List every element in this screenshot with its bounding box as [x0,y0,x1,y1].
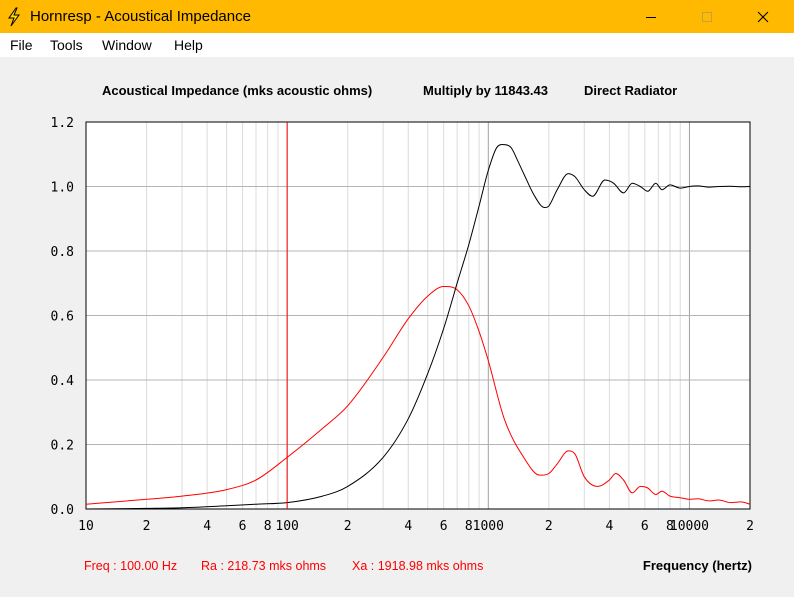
y-tick-label: 0.4 [51,374,75,389]
maximize-icon [702,11,712,22]
ra-readout: Ra : 218.73 mks ohms [201,559,327,573]
y-tick-label: 0.8 [51,245,74,260]
x-tick-label: 4 [605,519,613,534]
chart-title: Acoustical Impedance (mks acoustic ohms) [102,83,373,98]
driver-type-label: Direct Radiator [584,83,678,98]
y-tick-label: 0.6 [51,310,74,325]
menu-help[interactable]: Help [174,37,203,53]
x-tick-label: 8 [465,519,473,534]
reactance-curve [85,144,751,510]
x-tick-label: 8 [264,519,272,534]
freq-readout: Freq : 100.00 Hz [84,559,178,573]
x-tick-label: 4 [203,519,211,534]
x-tick-label: 10000 [670,519,709,534]
lightning-bolt-icon [8,7,20,27]
x-tick-label: 1000 [473,519,504,534]
impedance-chart[interactable]: 0.00.20.40.60.81.01.210 2 4 6 8 100 2 4 6 8 1000 2 4… [0,57,794,597]
x-tick-label: 4 [404,519,412,534]
minimize-icon [646,16,656,18]
resistance-curve [85,285,751,505]
y-tick-label: 0.0 [51,503,74,518]
menu-window[interactable]: Window [102,37,152,53]
x-tick-label: 2 [344,519,352,534]
x-tick-label: 6 [641,519,649,534]
x-tick-label: 2 [545,519,553,534]
minimize-button[interactable] [628,0,674,33]
x-tick-label: 8 [666,519,674,534]
menu-bar: File Tools Window Help [0,33,794,57]
x-tick-label: 2 [143,519,151,534]
close-button[interactable] [740,0,786,33]
x-tick-label: 10 [78,519,94,534]
y-tick-label: 0.2 [51,439,74,454]
x-axis-title: Frequency (hertz) [642,558,752,573]
plot-frame [85,121,751,510]
x-tick-label: 6 [239,519,247,534]
xa-readout: Xa : 1918.98 mks ohms [352,559,484,573]
y-tick-label: 1.2 [51,116,74,131]
x-tick-label: 6 [440,519,448,534]
chart-window: Acoustical Impedance (mks acoustic ohms)… [0,57,794,597]
y-tick-label: 1.0 [51,181,74,196]
close-icon [757,11,769,22]
title-bar[interactable]: Hornresp - Acoustical Impedance [0,0,794,33]
x-tick-label: 2 [746,519,754,534]
multiplier-label: Multiply by 11843.43 [423,83,549,98]
menu-file[interactable]: File [10,37,33,53]
maximize-button[interactable] [684,0,730,33]
x-tick-label: 100 [275,519,298,534]
window-title: Hornresp - Acoustical Impedance [30,8,251,25]
menu-tools[interactable]: Tools [50,37,83,53]
